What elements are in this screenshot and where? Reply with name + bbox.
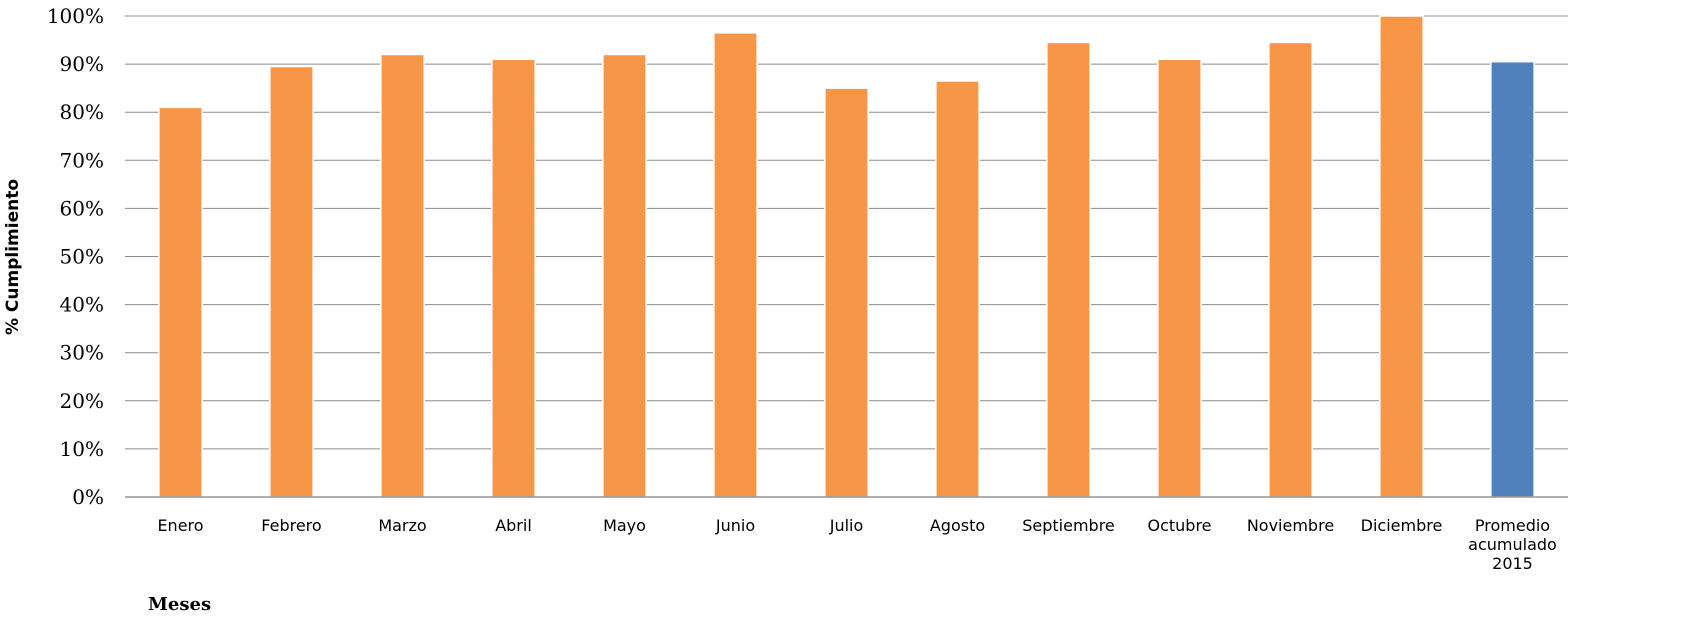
- bar: [713, 32, 758, 498]
- x-tick-label: Marzo: [378, 516, 426, 535]
- y-tick-label: 80%: [60, 100, 104, 124]
- y-tick-label: 10%: [60, 437, 104, 461]
- y-tick-label: 0%: [72, 485, 104, 509]
- y-tick-label: 20%: [60, 389, 104, 413]
- x-tick-label: Septiembre: [1022, 516, 1115, 535]
- y-axis-label: % Cumplimiento: [3, 179, 23, 335]
- bar: [1157, 58, 1202, 498]
- bar: [824, 87, 869, 498]
- x-tick-label: Mayo: [603, 516, 646, 535]
- y-tick-label: 90%: [60, 52, 104, 76]
- bar: [158, 106, 203, 498]
- y-tick-label: 100%: [47, 4, 104, 28]
- y-tick-label: 70%: [60, 148, 104, 172]
- x-axis-ticks: Enero Febrero Marzo Abril Mayo Junio Julio Agos…: [157, 516, 1556, 573]
- bar: [491, 58, 536, 498]
- x-tick-label: Noviembre: [1247, 516, 1334, 535]
- x-tick-label: Octubre: [1147, 516, 1211, 535]
- bar: [269, 65, 314, 498]
- bar: [602, 53, 647, 498]
- x-tick-label: Enero: [157, 516, 203, 535]
- bar: [1268, 41, 1313, 498]
- y-tick-label: 30%: [60, 341, 104, 365]
- x-tick-label: Agosto: [930, 516, 985, 535]
- x-tick-label: Promedio acumulado 2015: [1468, 516, 1557, 573]
- x-tick-label: Junio: [715, 516, 755, 535]
- y-tick-label: 60%: [60, 196, 104, 220]
- y-tick-label: 50%: [60, 245, 104, 269]
- x-tick-label: Febrero: [261, 516, 321, 535]
- y-axis-ticks: 0% 10% 20% 30% 40% 50% 60% 70% 80% 90% 100%: [47, 4, 104, 509]
- x-tick-label: Diciembre: [1361, 516, 1443, 535]
- x-tick-label: Abril: [495, 516, 532, 535]
- y-tick-label: 40%: [60, 293, 104, 317]
- x-tick-label: Julio: [829, 516, 864, 535]
- bar: [1379, 15, 1424, 498]
- bar: [1046, 41, 1091, 498]
- x-axis-label: Meses: [148, 594, 211, 615]
- bar: [380, 53, 425, 498]
- bar: [935, 80, 980, 498]
- bar: [1490, 60, 1535, 498]
